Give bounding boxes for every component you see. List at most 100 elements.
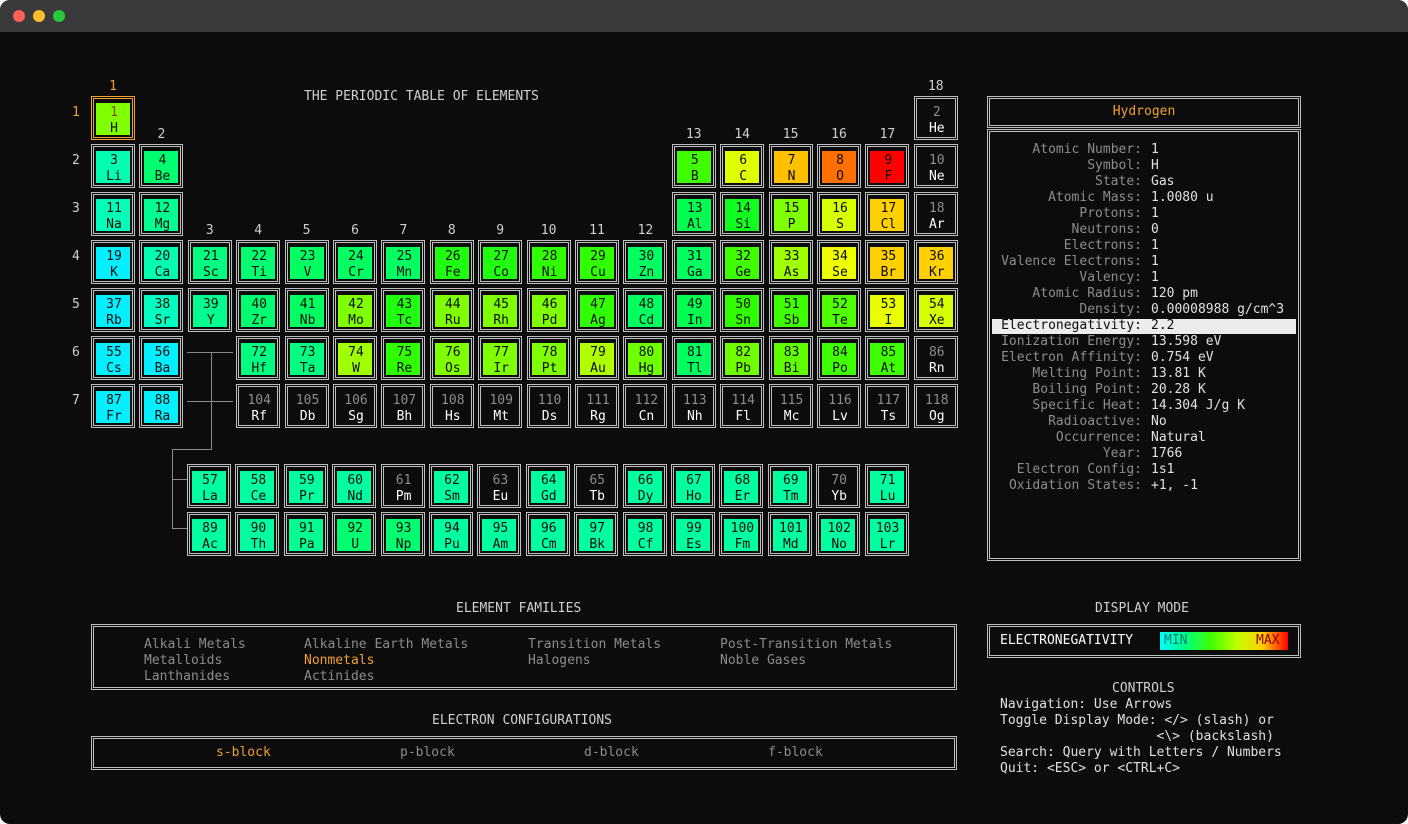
element-cell[interactable]: 23 V xyxy=(284,240,329,284)
element-cell[interactable]: 30 Zn xyxy=(623,240,668,284)
element-cell[interactable]: 76 Os xyxy=(429,336,474,380)
element-cell[interactable]: 101 Md xyxy=(767,512,812,556)
element-cell[interactable]: 91 Pa xyxy=(283,512,328,556)
element-cell[interactable]: 55 Cs xyxy=(91,336,135,380)
element-cell[interactable]: 102 No xyxy=(816,512,861,556)
element-cell[interactable]: 88 Ra xyxy=(139,384,184,428)
element-cell[interactable]: 106 Sg xyxy=(333,384,377,428)
element-cell[interactable]: 93 Np xyxy=(380,512,425,556)
element-cell[interactable]: 115 Mc xyxy=(768,384,813,428)
element-cell[interactable]: 44 Ru xyxy=(429,288,474,332)
element-cell[interactable]: 14 Si xyxy=(720,192,765,236)
element-cell[interactable]: 83 Bi xyxy=(768,336,813,380)
family-option[interactable]: Alkali Metals xyxy=(144,637,246,652)
element-cell[interactable]: 62 Sm xyxy=(429,464,473,508)
element-cell[interactable]: 21 Sc xyxy=(187,240,232,284)
element-cell[interactable]: 11 Na xyxy=(91,192,135,236)
element-cell[interactable]: 105 Db xyxy=(284,384,329,428)
element-cell[interactable]: 95 Am xyxy=(477,512,522,556)
family-option[interactable]: Transition Metals xyxy=(528,637,662,652)
element-cell[interactable]: 2 He xyxy=(913,96,958,140)
configuration-option[interactable]: d-block xyxy=(584,745,639,760)
element-cell[interactable]: 31 Ga xyxy=(671,240,716,284)
family-option[interactable]: Actinides xyxy=(304,669,375,684)
configuration-option[interactable]: s-block xyxy=(216,745,271,760)
element-cell[interactable]: 78 Pt xyxy=(526,336,571,380)
element-cell[interactable]: 40 Zr xyxy=(236,288,281,332)
element-cell[interactable]: 46 Pd xyxy=(526,288,571,332)
element-cell[interactable]: 72 Hf xyxy=(236,336,281,380)
element-cell[interactable]: 98 Cf xyxy=(622,512,667,556)
element-cell[interactable]: 108 Hs xyxy=(429,384,474,428)
element-cell[interactable]: 17 Cl xyxy=(865,192,910,236)
element-cell[interactable]: 73 Ta xyxy=(284,336,329,380)
element-cell[interactable]: 97 Bk xyxy=(574,512,619,556)
configuration-option[interactable]: p-block xyxy=(400,745,455,760)
element-cell[interactable]: 4 Be xyxy=(139,144,184,188)
element-cell[interactable]: 3 Li xyxy=(91,144,135,188)
element-cell[interactable]: 25 Mn xyxy=(381,240,426,284)
element-cell[interactable]: 111 Rg xyxy=(575,384,619,428)
element-cell[interactable]: 39 Y xyxy=(187,288,232,332)
element-cell[interactable]: 75 Re xyxy=(381,336,426,380)
element-cell[interactable]: 107 Bh xyxy=(381,384,426,428)
element-cell[interactable]: 53 I xyxy=(865,288,910,332)
element-cell[interactable]: 38 Sr xyxy=(139,288,184,332)
family-option[interactable]: Halogens xyxy=(528,653,591,668)
element-cell[interactable]: 24 Cr xyxy=(333,240,377,284)
element-cell[interactable]: 92 U xyxy=(332,512,377,556)
element-cell[interactable]: 45 Rh xyxy=(478,288,523,332)
element-cell[interactable]: 34 Se xyxy=(817,240,861,284)
element-cell[interactable]: 117 Ts xyxy=(865,384,910,428)
element-cell[interactable]: 63 Eu xyxy=(477,464,522,508)
element-cell[interactable]: 87 Fr xyxy=(91,384,135,428)
element-cell[interactable]: 20 Ca xyxy=(139,240,184,284)
element-cell[interactable]: 33 As xyxy=(768,240,813,284)
element-cell[interactable]: 36 Kr xyxy=(913,240,958,284)
element-cell[interactable]: 65 Tb xyxy=(574,464,619,508)
family-option[interactable]: Post-Transition Metals xyxy=(720,637,893,652)
element-cell[interactable]: 43 Tc xyxy=(381,288,426,332)
element-cell[interactable]: 70 Yb xyxy=(816,464,861,508)
element-cell[interactable]: 52 Te xyxy=(817,288,861,332)
element-cell[interactable]: 110 Ds xyxy=(526,384,571,428)
element-cell[interactable]: 49 In xyxy=(671,288,716,332)
element-cell[interactable]: 18 Ar xyxy=(913,192,958,236)
element-cell[interactable]: 60 Nd xyxy=(332,464,377,508)
element-cell[interactable]: 104 Rf xyxy=(236,384,281,428)
element-cell[interactable]: 77 Ir xyxy=(478,336,523,380)
element-cell[interactable]: 109 Mt xyxy=(478,384,523,428)
element-cell[interactable]: 42 Mo xyxy=(333,288,377,332)
element-cell[interactable]: 90 Th xyxy=(235,512,280,556)
element-cell[interactable]: 19 K xyxy=(91,240,135,284)
element-cell[interactable]: 82 Pb xyxy=(720,336,765,380)
element-cell[interactable]: 22 Ti xyxy=(236,240,281,284)
element-cell[interactable]: 56 Ba xyxy=(139,336,184,380)
element-cell[interactable]: 61 Pm xyxy=(380,464,425,508)
element-cell[interactable]: 41 Nb xyxy=(284,288,329,332)
family-option[interactable]: Metalloids xyxy=(144,653,223,668)
element-cell[interactable]: 58 Ce xyxy=(235,464,280,508)
element-cell[interactable]: 80 Hg xyxy=(623,336,668,380)
maximize-window-button[interactable] xyxy=(53,10,65,22)
element-cell[interactable]: 89 Ac xyxy=(187,512,231,556)
element-cell[interactable]: 116 Lv xyxy=(817,384,861,428)
element-cell[interactable]: 10 Ne xyxy=(913,144,958,188)
element-cell[interactable]: 69 Tm xyxy=(767,464,812,508)
element-cell[interactable]: 50 Sn xyxy=(720,288,765,332)
element-cell[interactable]: 59 Pr xyxy=(283,464,328,508)
element-cell[interactable]: 66 Dy xyxy=(622,464,667,508)
element-cell[interactable]: 96 Cm xyxy=(525,512,570,556)
element-cell[interactable]: 48 Cd xyxy=(623,288,668,332)
element-cell[interactable]: 16 S xyxy=(817,192,861,236)
element-cell[interactable]: 13 Al xyxy=(671,192,716,236)
element-cell[interactable]: 27 Co xyxy=(478,240,523,284)
element-cell[interactable]: 94 Pu xyxy=(429,512,473,556)
family-option[interactable]: Noble Gases xyxy=(720,653,807,668)
element-cell[interactable]: 35 Br xyxy=(865,240,910,284)
